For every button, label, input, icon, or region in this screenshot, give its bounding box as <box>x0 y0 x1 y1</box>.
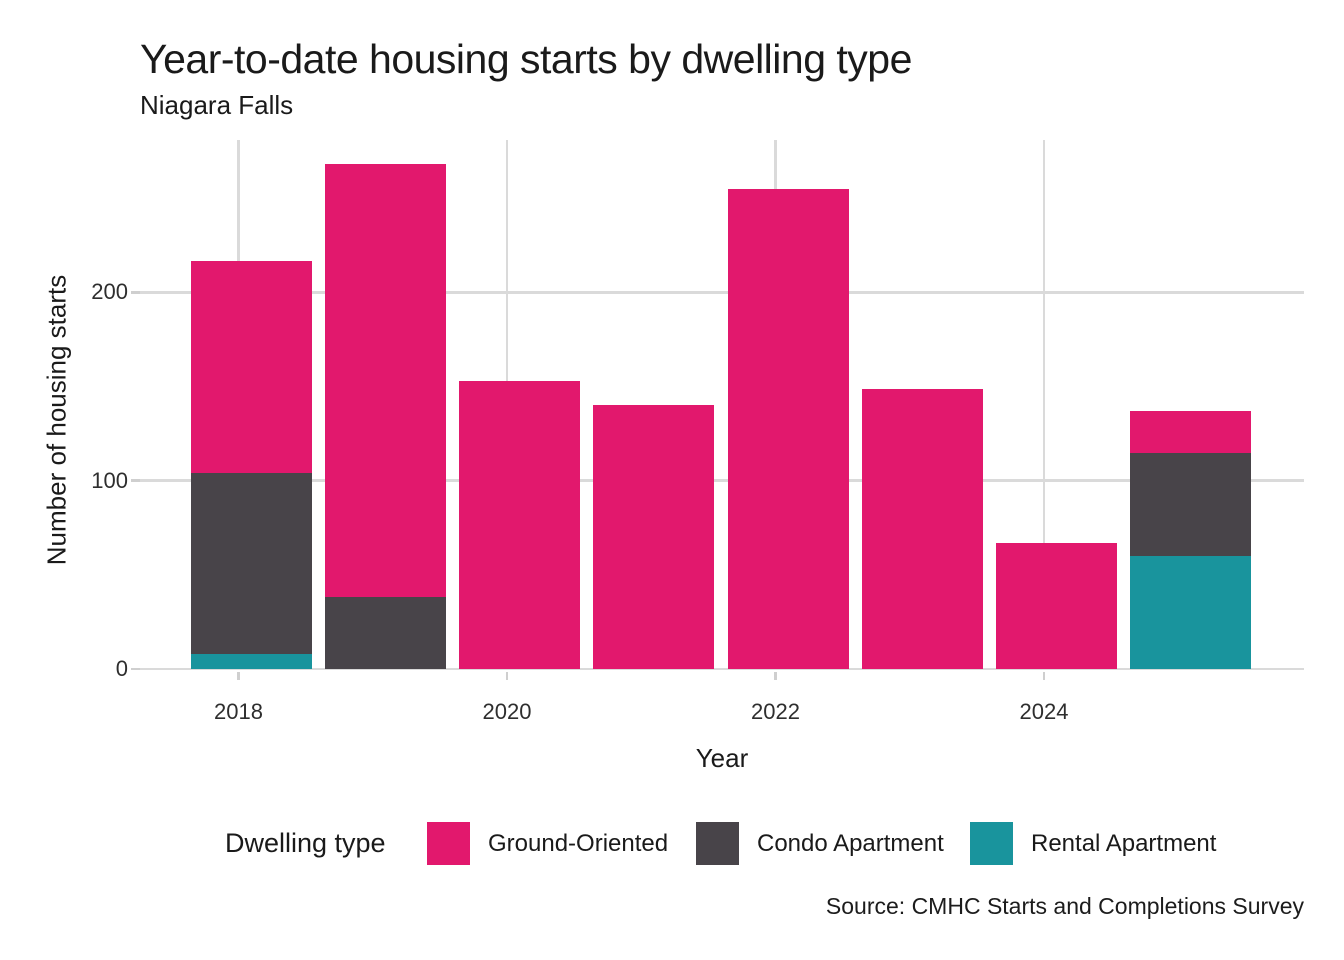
y-tick-label: 100 <box>91 467 128 493</box>
bar-segment-ground-oriented <box>1130 411 1252 453</box>
legend-title: Dwelling type <box>225 828 386 858</box>
legend-label-condo-apartment: Condo Apartment <box>757 830 944 857</box>
plot-area <box>140 140 1304 672</box>
x-tick-label: 2020 <box>482 699 532 724</box>
source-note: Source: CMHC Starts and Completions Surv… <box>825 893 1304 919</box>
y-axis-title: Number of housing starts <box>41 274 72 566</box>
bar-segment-ground-oriented <box>324 164 446 598</box>
x-tick-label: 2018 <box>214 699 263 724</box>
legend-label-ground-oriented: Ground-Oriented <box>488 830 669 857</box>
legend-swatch-rental-apartment <box>970 822 1013 865</box>
x-tick-label: 2022 <box>751 699 800 724</box>
bar-segment-ground-oriented <box>996 542 1117 669</box>
bar-segment-ground-oriented <box>459 380 580 669</box>
legend-label-rental-apartment: Rental Apartment <box>1031 830 1217 857</box>
chart-title: Year-to-date housing starts by dwelling … <box>140 36 912 82</box>
bar-2018 <box>190 260 312 669</box>
bar-segment-rental-apartment <box>1130 556 1252 669</box>
bar-segment-condo-apartment <box>324 597 446 669</box>
gridline-horizontal <box>140 291 1304 294</box>
x-axis-title: Year <box>695 743 749 773</box>
bar-segment-ground-oriented <box>190 260 312 474</box>
bar-2019 <box>324 164 446 669</box>
bar-segment-condo-apartment <box>1130 452 1252 557</box>
bar-2021 <box>593 405 715 669</box>
bar-segment-rental-apartment <box>190 653 312 669</box>
bar-2022 <box>727 188 849 669</box>
bar-2023 <box>861 388 983 669</box>
y-tick-label: 0 <box>115 656 128 681</box>
bar-2020 <box>459 380 580 669</box>
x-tick-mark <box>774 671 777 680</box>
gridline-horizontal <box>140 667 1304 671</box>
x-tick-label: 2024 <box>1019 699 1069 724</box>
bar-segment-ground-oriented <box>861 388 983 669</box>
bar-segment-ground-oriented <box>727 188 849 669</box>
legend-swatch-ground-oriented <box>427 822 470 865</box>
gridline-vertical <box>1042 140 1046 670</box>
bar-segment-ground-oriented <box>593 405 715 669</box>
bar-segment-condo-apartment <box>190 473 312 654</box>
legend-swatch-condo-apartment <box>696 822 739 865</box>
x-tick-mark <box>1042 671 1046 680</box>
bar-2025 <box>1130 411 1252 669</box>
y-tick-label: 200 <box>91 279 128 305</box>
x-tick-mark <box>505 671 509 680</box>
y-tick-mark <box>131 479 140 482</box>
y-tick-mark <box>131 667 140 671</box>
gridline-horizontal <box>140 479 1304 482</box>
bar-2024 <box>996 542 1117 669</box>
x-tick-mark <box>237 671 240 680</box>
chart-subtitle: Niagara Falls <box>140 90 294 120</box>
y-tick-mark <box>131 291 140 294</box>
